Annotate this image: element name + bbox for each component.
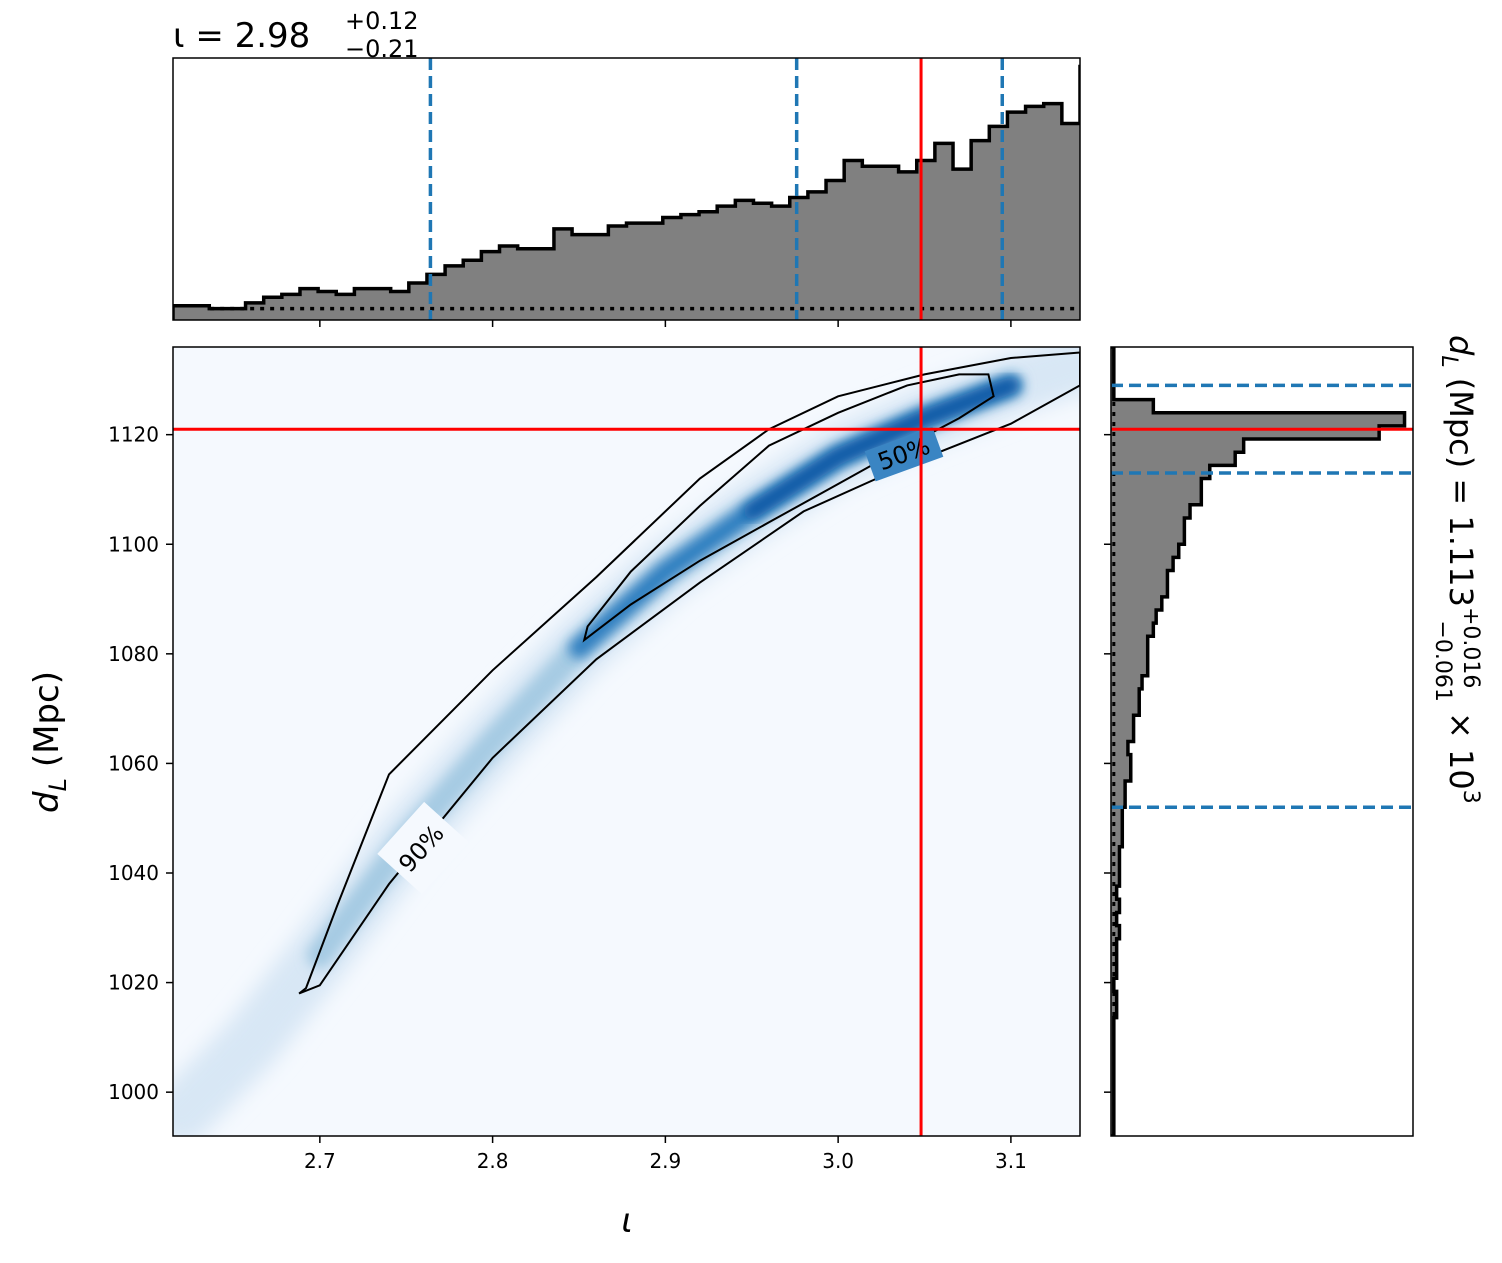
x-tick-label: 3.0 xyxy=(822,1149,854,1173)
joint-y-label: dL (Mpc) xyxy=(27,671,72,813)
top-histogram-bars xyxy=(173,66,1080,320)
top-histogram: ι = 2.98 +0.12 −0.21 xyxy=(172,7,1081,327)
y-tick-label: 1080 xyxy=(108,642,159,666)
y-tick-label: 1020 xyxy=(108,971,159,995)
top-quantile-lines xyxy=(428,58,1005,320)
right-histogram: dL (Mpc) = 1.113+0.016−0.061 × 103 xyxy=(1104,335,1483,1137)
y-tick-label: 1000 xyxy=(108,1080,159,1104)
joint-x-label: ι xyxy=(621,1201,633,1241)
contour-50 xyxy=(582,373,995,643)
x-tick-label: 2.9 xyxy=(649,1149,681,1173)
right-y-label: dL (Mpc) = 1.113+0.016−0.061 × 103 xyxy=(1430,335,1483,804)
density-peak xyxy=(743,377,1019,520)
joint-panel: 90% 50% 2.7 2.8 2.9 3.0 3.1 1000102010401060… xyxy=(27,346,1081,1241)
top-histogram-outline xyxy=(173,64,1080,320)
x-tick-label: 2.7 xyxy=(304,1149,336,1173)
y-tick-label: 1060 xyxy=(108,751,159,775)
top-title-sub: −0.21 xyxy=(345,35,419,63)
x-tick-label: 3.1 xyxy=(995,1149,1027,1173)
top-x-ticks xyxy=(319,320,1012,327)
right-histogram-outline xyxy=(1111,347,1407,1136)
top-title: ι = 2.98 xyxy=(173,16,310,56)
y-tick-label: 1040 xyxy=(108,861,159,885)
x-tick-label: 2.8 xyxy=(477,1149,509,1173)
right-quantile-lines xyxy=(1111,383,1413,809)
top-title-sup: +0.12 xyxy=(345,7,419,35)
svg-text:dL (Mpc) = 1.113+0.016−0.061 ×: dL (Mpc) = 1.113+0.016−0.061 × 103 xyxy=(1430,335,1483,804)
y-tick-label: 1120 xyxy=(108,423,159,447)
contour-90 xyxy=(298,351,1080,995)
joint-y-ticks: 1000 1020 1040 1060 1080 1100 1120 xyxy=(108,423,173,1104)
right-y-ticks xyxy=(1104,433,1111,1093)
joint-x-ticks: 2.7 2.8 2.9 3.0 3.1 xyxy=(304,1136,1027,1173)
svg-text:dL (Mpc): dL (Mpc) xyxy=(27,671,72,813)
y-tick-label: 1100 xyxy=(108,532,159,556)
